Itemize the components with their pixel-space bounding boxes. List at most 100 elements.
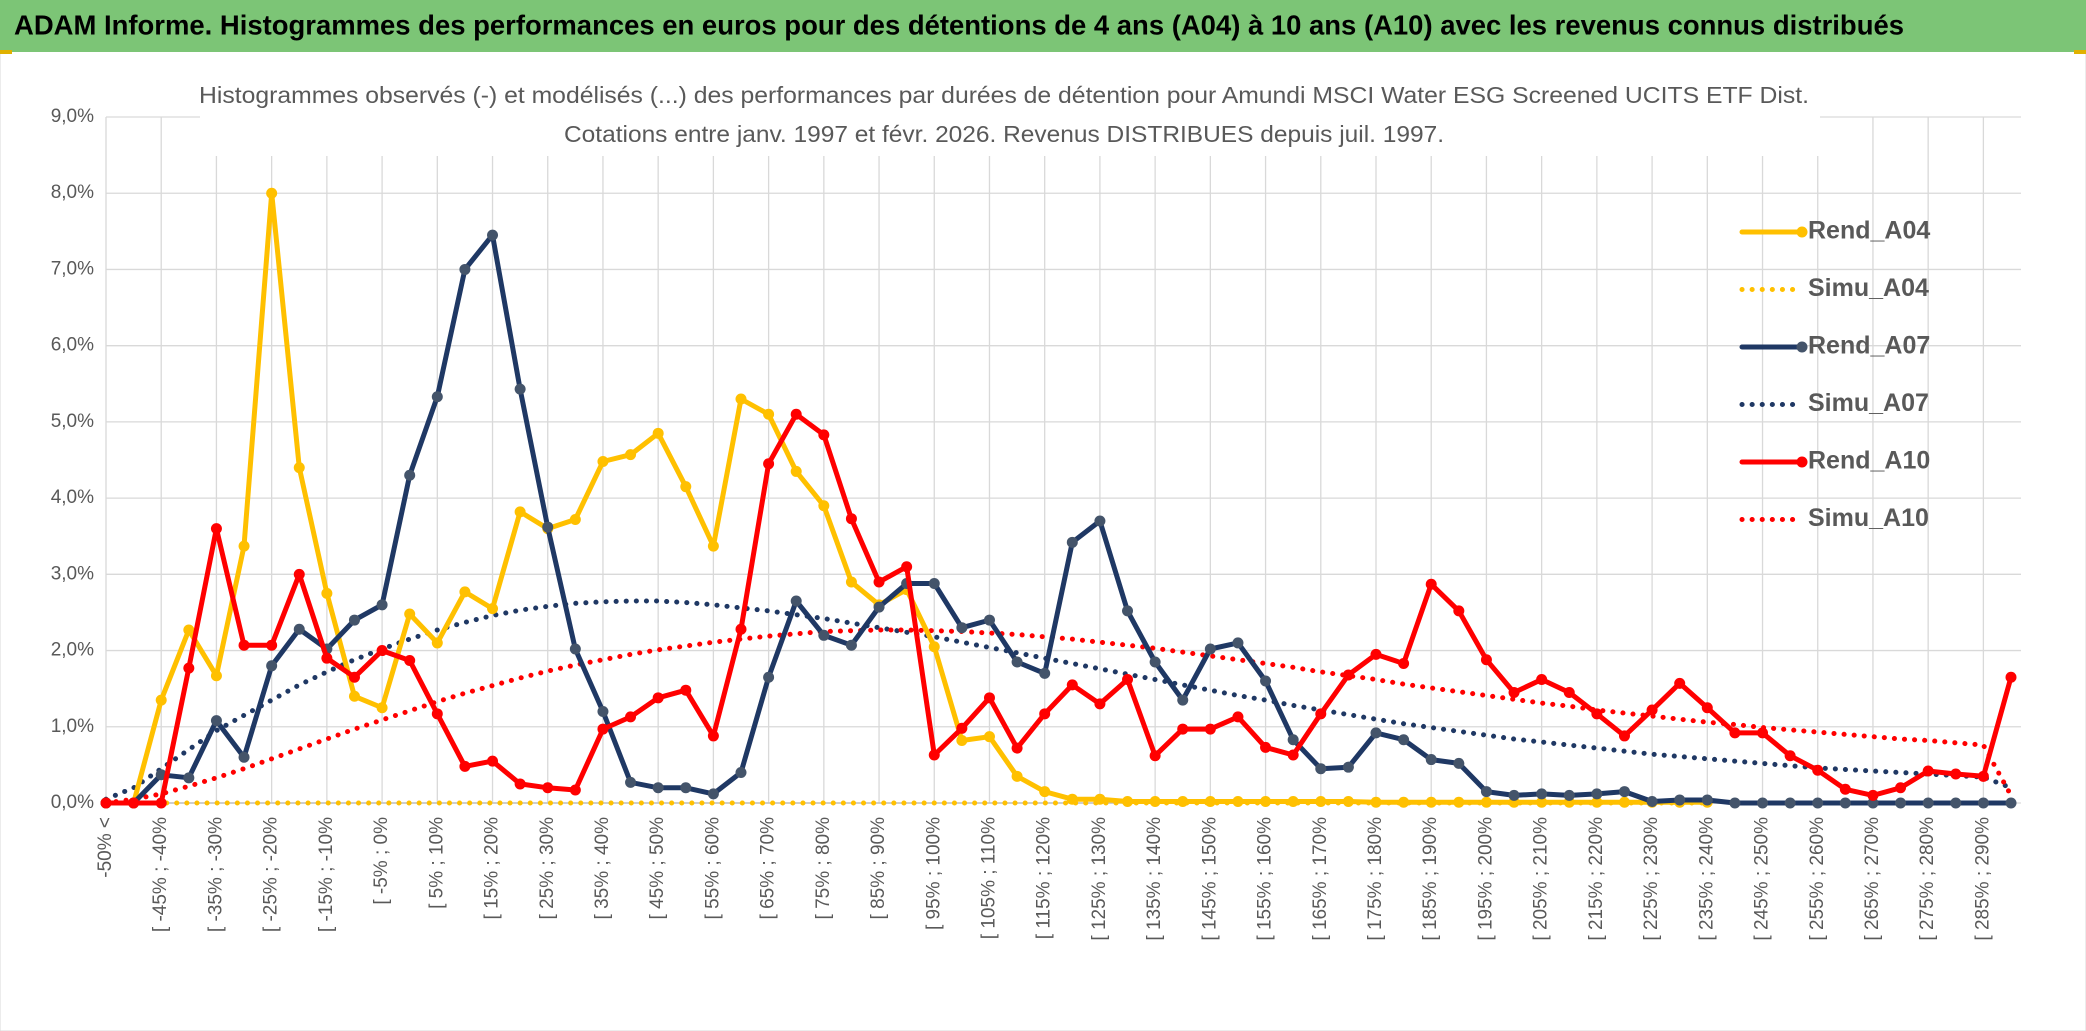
data-point <box>348 614 360 626</box>
data-point <box>735 393 747 405</box>
data-point <box>1701 702 1713 714</box>
data-point <box>431 391 443 403</box>
data-point <box>652 782 664 794</box>
data-point <box>1646 704 1658 716</box>
x-tick-label: [ 225% ; 230% <box>1641 817 1662 941</box>
data-point <box>1149 656 1161 668</box>
data-point <box>873 576 885 588</box>
data-point <box>1177 795 1189 807</box>
data-point <box>1177 723 1189 735</box>
x-tick-label: [ 85% ; 90% <box>868 817 889 920</box>
data-point <box>1977 797 1989 809</box>
data-point <box>1591 788 1603 800</box>
data-point <box>1536 796 1548 808</box>
corner-mark <box>2074 50 2086 54</box>
data-point <box>183 772 195 784</box>
data-point <box>1591 708 1603 720</box>
data-point <box>1453 757 1465 769</box>
data-point <box>1425 796 1437 808</box>
data-point <box>1260 675 1272 687</box>
data-point <box>183 662 195 674</box>
data-point <box>597 723 609 735</box>
legend-label: Rend_A04 <box>1808 217 1930 245</box>
data-point <box>542 782 554 794</box>
x-tick-label: [ 65% ; 70% <box>758 817 779 920</box>
data-point <box>928 749 940 761</box>
data-point <box>1149 795 1161 807</box>
data-point <box>1122 795 1134 807</box>
data-point <box>1066 679 1078 691</box>
data-point <box>1094 515 1106 527</box>
data-point <box>1260 741 1272 753</box>
x-tick-label: [ 95% ; 100% <box>923 817 944 930</box>
data-point <box>707 788 719 800</box>
data-point <box>1453 796 1465 808</box>
x-tick-label: [ 15% ; 20% <box>482 817 503 920</box>
header-bar <box>0 0 2086 52</box>
data-point <box>210 715 222 727</box>
data-point <box>1536 788 1548 800</box>
data-point <box>1757 727 1769 739</box>
data-point <box>1508 789 1520 801</box>
data-point <box>1011 656 1023 668</box>
x-tick-label: [ 115% ; 120% <box>1034 817 1055 939</box>
data-point <box>1618 786 1630 798</box>
header-title: ADAM Informe. Histogrammes des performan… <box>14 9 1904 40</box>
x-tick-label: [ -25% ; -20% <box>261 817 282 932</box>
data-point <box>1922 797 1934 809</box>
data-point <box>1867 789 1879 801</box>
x-tick-label: [ 145% ; 150% <box>1199 817 1220 941</box>
data-point <box>625 449 637 461</box>
x-tick-label: [ 5% ; 10% <box>426 817 447 909</box>
data-point <box>735 623 747 635</box>
data-point <box>956 722 968 734</box>
data-point <box>404 469 416 481</box>
data-point <box>293 568 305 580</box>
x-tick-label: [ 45% ; 50% <box>647 817 668 920</box>
data-point <box>1122 605 1134 617</box>
x-tick-label: [ -5% ; 0% <box>371 817 392 905</box>
data-point <box>1480 796 1492 808</box>
legend-label: Rend_A10 <box>1808 447 1930 475</box>
data-point <box>1950 797 1962 809</box>
data-point <box>763 458 775 470</box>
data-point <box>818 629 830 641</box>
data-point <box>238 540 250 552</box>
data-point <box>1094 793 1106 805</box>
series-line <box>103 627 2014 806</box>
chart-subtitle: Cotations entre janv. 1997 et févr. 2026… <box>564 121 1444 147</box>
data-point <box>845 513 857 525</box>
x-tick-label: [ -45% ; -40% <box>150 817 171 932</box>
data-point <box>1342 795 1354 807</box>
data-point <box>1563 789 1575 801</box>
data-point <box>818 500 830 512</box>
data-point <box>1867 797 1879 809</box>
title-backdrop <box>200 78 1820 156</box>
data-point <box>1508 686 1520 698</box>
data-point <box>183 624 195 636</box>
data-point <box>100 797 112 809</box>
data-point <box>1232 795 1244 807</box>
y-tick-label: 4,0% <box>51 487 94 508</box>
data-point <box>266 639 278 651</box>
data-point <box>1204 795 1216 807</box>
x-tick-label: [ -35% ; -30% <box>205 817 226 932</box>
data-point <box>707 730 719 742</box>
x-tick-label: [ 205% ; 210% <box>1531 817 1552 941</box>
x-tick-label: [ 125% ; 130% <box>1089 817 1110 941</box>
data-point <box>569 513 581 525</box>
data-point <box>1177 694 1189 706</box>
data-point <box>431 708 443 720</box>
data-point <box>2005 797 2017 809</box>
data-point <box>459 586 471 598</box>
legend-marker <box>1796 226 1808 238</box>
data-point <box>348 690 360 702</box>
data-point <box>569 784 581 796</box>
data-point <box>1011 742 1023 754</box>
legend-marker <box>1796 456 1808 468</box>
data-point <box>1287 734 1299 746</box>
data-point <box>1839 797 1851 809</box>
grid <box>105 116 2021 804</box>
data-point <box>514 778 526 790</box>
